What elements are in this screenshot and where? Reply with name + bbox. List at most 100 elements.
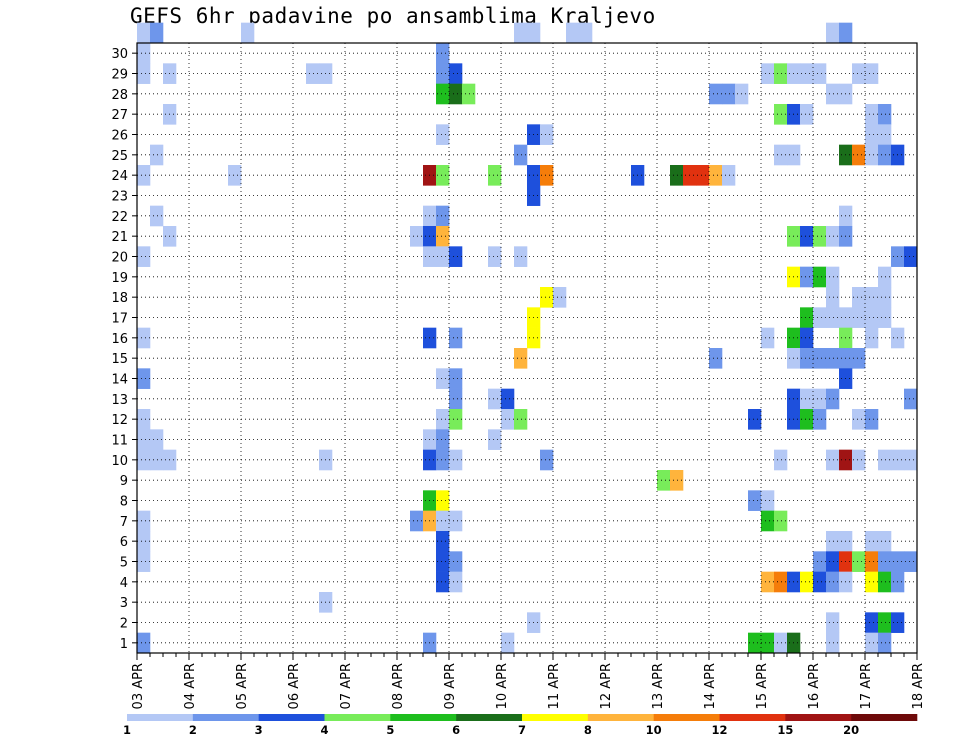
colorbar-swatch bbox=[719, 714, 786, 721]
colorbar-label: 15 bbox=[777, 723, 793, 737]
heatmap-cell bbox=[878, 124, 892, 145]
x-tick-label: 03 APR bbox=[131, 663, 146, 709]
heatmap-cell bbox=[436, 205, 450, 227]
x-tick-label: 10 APR bbox=[495, 663, 510, 709]
colorbar-swatch bbox=[653, 714, 720, 721]
heatmap-cell bbox=[878, 612, 892, 633]
heatmap-cell bbox=[813, 571, 827, 593]
colorbar-swatch bbox=[851, 714, 918, 721]
grid bbox=[136, 43, 918, 653]
colorbar-label: 1 bbox=[123, 723, 131, 737]
heatmap-cell bbox=[800, 266, 814, 288]
heatmap-cell bbox=[501, 632, 515, 654]
heatmap-cell bbox=[436, 63, 450, 84]
heatmap-cell bbox=[501, 409, 515, 430]
y-tick-label: 4 bbox=[120, 576, 128, 591]
heatmap-cell bbox=[696, 165, 710, 186]
heatmap-cell bbox=[514, 409, 528, 430]
heatmap-cell bbox=[813, 409, 827, 430]
heatmap-cell bbox=[852, 63, 866, 84]
heatmap-cell bbox=[137, 510, 151, 532]
x-tick-label: 06 APR bbox=[287, 663, 302, 709]
colorbar-label: 8 bbox=[584, 723, 592, 737]
heatmap-cell bbox=[826, 612, 840, 633]
heatmap-cell bbox=[813, 266, 827, 288]
heatmap-cell bbox=[449, 551, 463, 572]
colorbar-label: 12 bbox=[711, 723, 727, 737]
heatmap-cell bbox=[410, 226, 424, 247]
heatmap-cell bbox=[904, 246, 918, 267]
heatmap-cell bbox=[540, 124, 554, 145]
heatmap-cell bbox=[436, 409, 450, 430]
heatmap-cell bbox=[852, 551, 866, 572]
heatmap-cell bbox=[553, 287, 567, 308]
heatmap-cell bbox=[813, 348, 827, 369]
heatmap-cell bbox=[878, 307, 892, 328]
heatmap-cell bbox=[865, 104, 879, 125]
y-tick-label: 2 bbox=[120, 617, 128, 632]
heatmap-cell bbox=[436, 571, 450, 593]
x-tick-label: 11 APR bbox=[547, 663, 562, 709]
heatmap-cell bbox=[826, 388, 840, 410]
heatmap-cell bbox=[137, 449, 151, 471]
heatmap-cell bbox=[813, 551, 827, 572]
y-tick-label: 22 bbox=[111, 210, 128, 225]
y-tick-label: 1 bbox=[120, 637, 128, 652]
colorbar-label: 7 bbox=[518, 723, 526, 737]
heatmap-cell bbox=[826, 449, 840, 471]
heatmap-cell bbox=[709, 83, 723, 105]
heatmap-cell bbox=[514, 22, 528, 44]
heatmap-cell bbox=[488, 388, 502, 410]
x-tick-label: 13 APR bbox=[651, 663, 666, 709]
heatmap-cell bbox=[137, 429, 151, 450]
heatmap-cell bbox=[137, 165, 151, 186]
heatmap-cell bbox=[137, 531, 151, 552]
heatmap-cell bbox=[800, 226, 814, 247]
heatmap-cell bbox=[436, 124, 450, 145]
heatmap-cell bbox=[774, 63, 788, 84]
heatmap-cell bbox=[748, 409, 762, 430]
heatmap-cell bbox=[852, 287, 866, 308]
heatmap-cell bbox=[462, 83, 476, 105]
heatmap-cell bbox=[878, 104, 892, 125]
heatmap-cell bbox=[865, 124, 879, 145]
heatmap-cell bbox=[865, 144, 879, 166]
heatmap-cell bbox=[865, 287, 879, 308]
colorbar-swatch bbox=[785, 714, 852, 721]
heatmap-cell bbox=[579, 22, 593, 44]
heatmap-cell bbox=[150, 144, 164, 166]
heatmap-cell bbox=[449, 246, 463, 267]
y-tick-label: 27 bbox=[111, 108, 128, 123]
heatmap-cell bbox=[904, 551, 918, 572]
heatmap-cell bbox=[852, 348, 866, 369]
heatmap-cell bbox=[878, 632, 892, 654]
heatmap-cell bbox=[436, 165, 450, 186]
heatmap-cell bbox=[436, 429, 450, 450]
heatmap-cell bbox=[306, 63, 320, 84]
colorbar-swatch bbox=[258, 714, 325, 721]
colorbar-swatch bbox=[456, 714, 523, 721]
heatmap-cell bbox=[852, 449, 866, 471]
y-tick-label: 13 bbox=[111, 393, 128, 408]
heatmap-cell bbox=[774, 510, 788, 532]
heatmap-cell bbox=[813, 307, 827, 328]
heatmap-cell bbox=[865, 612, 879, 633]
y-tick-label: 3 bbox=[120, 596, 128, 611]
heatmap-cell bbox=[865, 63, 879, 84]
heatmap-cell bbox=[488, 429, 502, 450]
y-tick-label: 9 bbox=[120, 474, 128, 489]
y-tick-label: 30 bbox=[111, 47, 128, 62]
heatmap-cell bbox=[514, 246, 528, 267]
heatmap-cell bbox=[436, 449, 450, 471]
colorbar-label: 2 bbox=[189, 723, 197, 737]
heatmap-cell bbox=[761, 327, 775, 349]
y-tick-label: 14 bbox=[111, 373, 128, 388]
heatmap-cell bbox=[852, 144, 866, 166]
heatmap-cell bbox=[761, 63, 775, 84]
heatmap-cell bbox=[761, 571, 775, 593]
heatmap-cell bbox=[137, 632, 151, 654]
heatmap-cell bbox=[709, 348, 723, 369]
y-tick-label: 20 bbox=[111, 251, 128, 266]
heatmap-cell bbox=[761, 490, 775, 511]
heatmap-cell bbox=[449, 571, 463, 593]
